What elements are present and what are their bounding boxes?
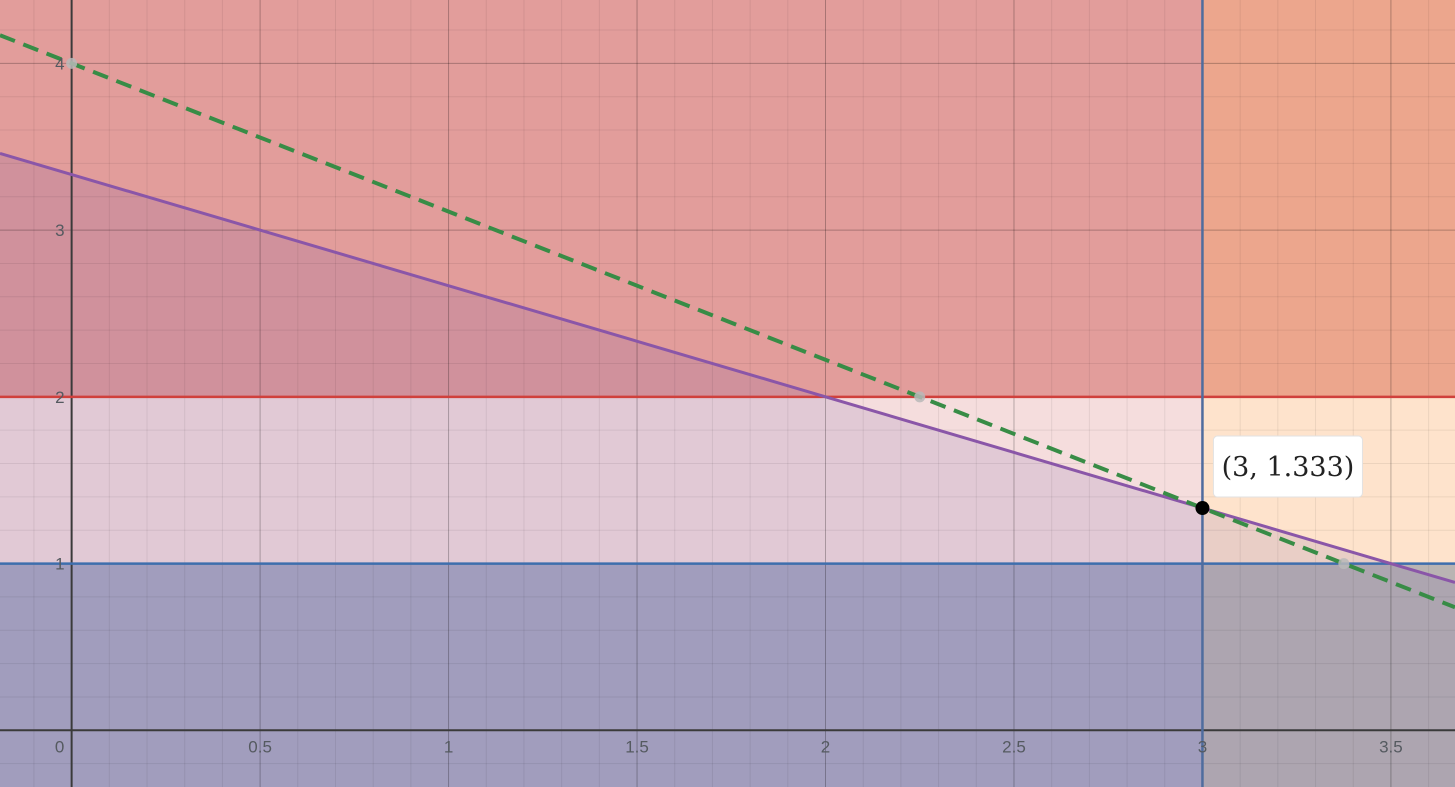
point-coordinate-label: (3, 1.333) bbox=[1222, 452, 1355, 483]
y-tick-labels: 1 2 3 4 bbox=[55, 54, 64, 573]
region-left-x3 bbox=[0, 0, 1203, 787]
x-tick-label: 1.5 bbox=[625, 737, 649, 756]
dashed-sloped-line[interactable] bbox=[0, 33, 1455, 610]
y-tick-label: 2 bbox=[55, 388, 64, 407]
intersection-point[interactable] bbox=[1195, 501, 1210, 516]
intercept-points[interactable] bbox=[66, 57, 1350, 570]
intercept-point[interactable] bbox=[914, 391, 926, 403]
region-above-y2 bbox=[0, 0, 1455, 397]
x-tick-label: 1 bbox=[444, 737, 453, 756]
x-tick-label: 0.5 bbox=[248, 737, 272, 756]
y-tick-label: 4 bbox=[55, 54, 64, 73]
y-tick-label: 1 bbox=[55, 555, 64, 574]
x-tick-label: 3.5 bbox=[1379, 737, 1403, 756]
region-below-y1 bbox=[0, 563, 1455, 787]
y-tick-label: 3 bbox=[55, 221, 64, 240]
x-tick-label: 3 bbox=[1198, 737, 1207, 756]
x-tick-labels: 0 0.5 1 1.5 2 2.5 3 3.5 bbox=[55, 737, 1403, 756]
x-tick-label: 2.5 bbox=[1002, 737, 1026, 756]
region-right-x3 bbox=[1202, 0, 1455, 787]
highlight-point-group[interactable]: (3, 1.333) bbox=[1195, 435, 1363, 516]
x-tick-label: 0 bbox=[55, 737, 64, 756]
x-tick-label: 2 bbox=[821, 737, 830, 756]
point-coordinate-callout bbox=[1212, 435, 1363, 498]
intercept-point[interactable] bbox=[66, 57, 78, 69]
intercept-point[interactable] bbox=[1338, 558, 1350, 570]
region-below-sloped-line bbox=[0, 153, 1455, 787]
